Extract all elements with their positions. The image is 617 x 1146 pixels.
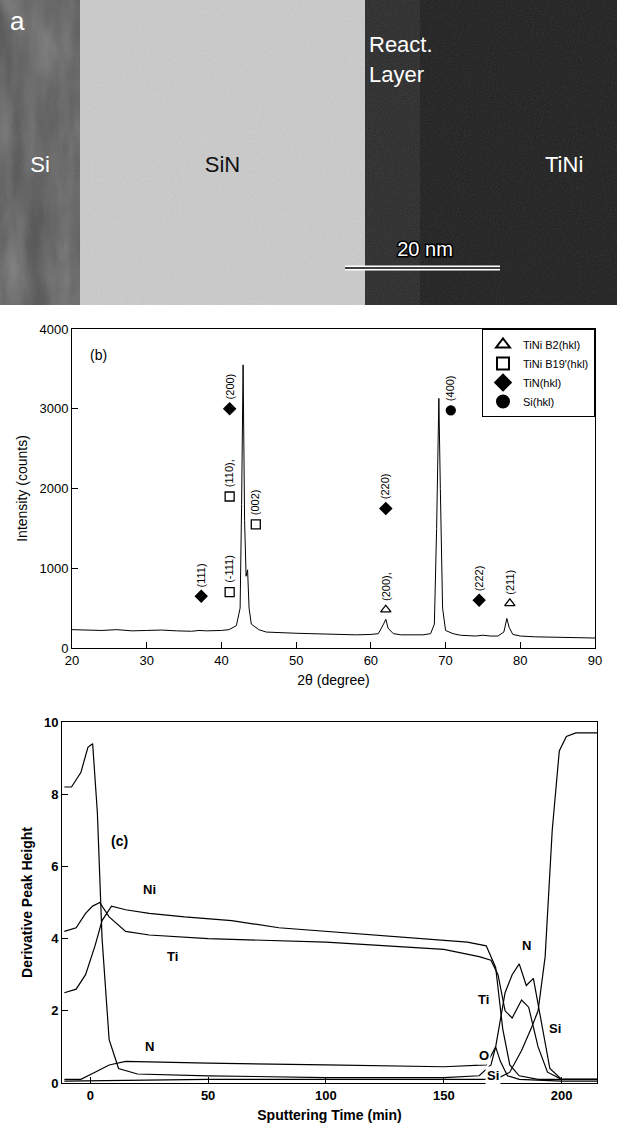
svg-text:50: 50: [289, 653, 303, 668]
svg-text:Intensity (counts): Intensity (counts): [14, 435, 30, 542]
svg-text:(200): (200): [224, 374, 236, 400]
svg-text:70: 70: [438, 653, 452, 668]
svg-text:20 nm: 20 nm: [397, 238, 453, 260]
svg-text:TiN(hkl): TiN(hkl): [523, 377, 561, 389]
svg-text:2: 2: [51, 1003, 58, 1018]
svg-text:10: 10: [44, 715, 58, 730]
svg-text:(400): (400): [444, 375, 456, 401]
svg-text:Sputtering Time (min): Sputtering Time (min): [257, 1107, 401, 1123]
svg-text:Si: Si: [30, 152, 50, 177]
svg-text:(110),: (110),: [223, 459, 235, 487]
svg-text:30: 30: [139, 653, 153, 668]
svg-text:TiNi B2(hkl): TiNi B2(hkl): [523, 339, 580, 351]
svg-text:Si: Si: [487, 1068, 499, 1083]
svg-text:100: 100: [315, 1088, 337, 1103]
svg-text:Ti: Ti: [167, 949, 178, 964]
svg-text:Si: Si: [549, 1021, 561, 1036]
svg-text:N: N: [522, 938, 531, 953]
svg-text:0: 0: [51, 1076, 58, 1091]
svg-text:(b): (b): [90, 347, 107, 363]
svg-text:a: a: [10, 6, 25, 36]
svg-text:(111): (111): [195, 563, 207, 587]
svg-text:(c): (c): [111, 833, 128, 849]
svg-text:Ni: Ni: [143, 882, 156, 897]
svg-text:(222): (222): [473, 566, 485, 592]
svg-text:(-111): (-111): [223, 555, 235, 583]
svg-text:50: 50: [201, 1088, 215, 1103]
svg-text:N: N: [145, 1039, 154, 1054]
svg-text:6: 6: [51, 859, 58, 874]
svg-text:20: 20: [65, 653, 79, 668]
svg-text:60: 60: [364, 653, 378, 668]
svg-text:0: 0: [87, 1088, 94, 1103]
svg-text:(211): (211): [504, 570, 516, 595]
svg-text:Layer: Layer: [369, 62, 424, 87]
svg-text:1000: 1000: [39, 561, 68, 576]
svg-text:200: 200: [551, 1088, 573, 1103]
svg-text:Derivative Peak Height: Derivative Peak Height: [19, 827, 35, 978]
svg-text:SiN: SiN: [205, 152, 240, 177]
svg-text:TiNi B19'(hkl): TiNi B19'(hkl): [523, 358, 588, 370]
svg-text:0: 0: [61, 641, 68, 656]
svg-text:(002): (002): [249, 490, 261, 516]
svg-text:Ti: Ti: [478, 992, 489, 1007]
svg-text:4000: 4000: [39, 322, 68, 337]
svg-text:3000: 3000: [39, 401, 68, 416]
svg-text:2000: 2000: [39, 481, 68, 496]
svg-text:4: 4: [51, 931, 59, 946]
svg-text:8: 8: [51, 787, 58, 802]
svg-text:Si(hkl): Si(hkl): [523, 396, 554, 408]
svg-text:40: 40: [214, 653, 228, 668]
svg-text:TiNi: TiNi: [545, 152, 583, 177]
svg-text:150: 150: [433, 1088, 455, 1103]
svg-text:React.: React.: [369, 32, 433, 57]
svg-text:80: 80: [513, 653, 527, 668]
svg-text:2θ (degree): 2θ (degree): [297, 672, 369, 688]
svg-text:90: 90: [588, 653, 602, 668]
svg-text:O: O: [479, 1048, 489, 1063]
svg-text:(220): (220): [379, 474, 391, 500]
svg-text:(200),: (200),: [380, 572, 392, 601]
